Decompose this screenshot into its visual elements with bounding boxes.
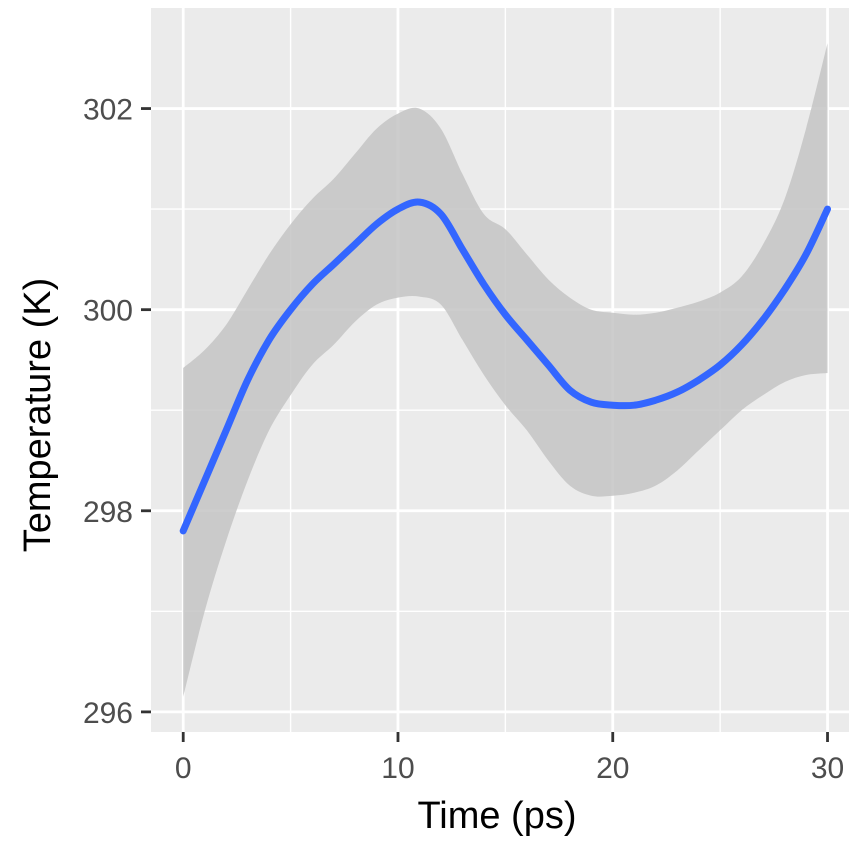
y-tick-label: 300 [83, 295, 133, 328]
y-tick-label: 296 [83, 697, 133, 730]
x-tick-label: 30 [811, 752, 844, 785]
x-axis: 0 10 20 30 [175, 732, 844, 785]
y-axis-title: Temperature (K) [17, 278, 59, 553]
y-axis: 296 298 300 302 [83, 94, 151, 730]
smooth-line [179, 198, 831, 535]
confidence-band [183, 43, 828, 697]
x-tick-label: 20 [596, 752, 629, 785]
x-tick-label: 0 [175, 752, 192, 785]
x-axis-title: Time (ps) [417, 795, 576, 837]
y-tick-label: 302 [83, 94, 133, 127]
y-tick-label: 298 [83, 496, 133, 529]
x-tick-label: 10 [381, 752, 414, 785]
